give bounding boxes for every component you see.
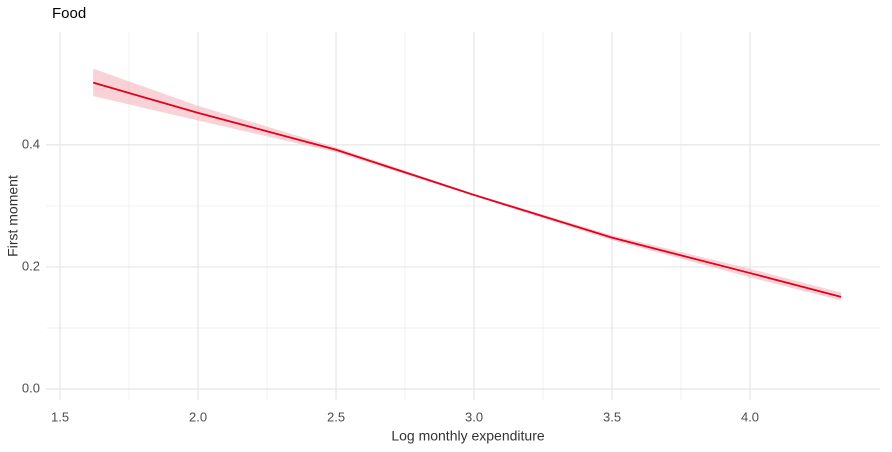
line xyxy=(92,81,842,298)
x-tick-label: 1.5 xyxy=(51,409,69,424)
x-tick-label: 2.5 xyxy=(327,409,345,424)
chart-title: Food xyxy=(52,5,86,22)
x-tick-label: 3.0 xyxy=(465,409,483,424)
x-tick-label: 2.0 xyxy=(189,409,207,424)
y-tick-label: 0.2 xyxy=(22,258,40,273)
x-tick-label: 4.0 xyxy=(741,409,759,424)
y-tick-label: 0.0 xyxy=(22,380,40,395)
confidence-band xyxy=(93,68,842,301)
y-axis-title: First moment xyxy=(5,175,21,257)
x-tick-label: 3.5 xyxy=(603,409,621,424)
x-axis-title: Log monthly expenditure xyxy=(391,428,545,444)
y-tick-label: 0.4 xyxy=(22,136,40,151)
